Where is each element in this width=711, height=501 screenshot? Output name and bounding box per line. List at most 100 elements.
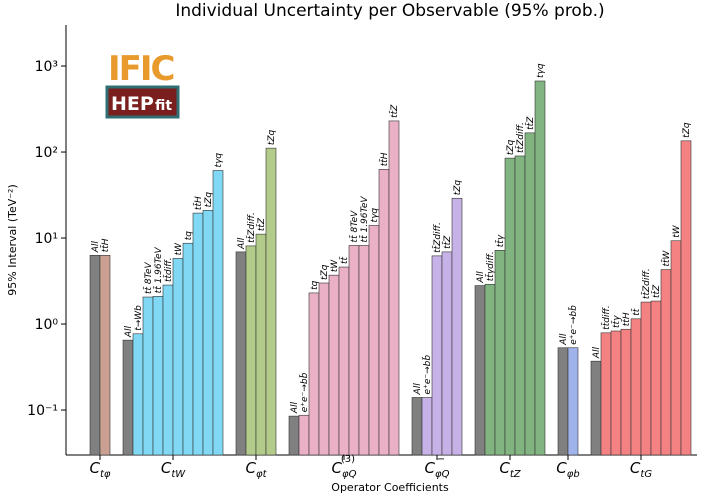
bar	[680, 140, 692, 456]
bar	[441, 251, 453, 456]
bar	[162, 284, 174, 456]
bar-label: tt̄γdiff.	[484, 251, 496, 281]
bar-label: All	[476, 271, 486, 284]
bar-label: tt̄Z	[441, 235, 453, 249]
group-label: Ctφ	[89, 459, 110, 480]
group-symbol: C	[556, 459, 567, 477]
bar-label: tW	[672, 224, 682, 238]
logo-box	[105, 85, 180, 119]
bar-label: tZq	[204, 192, 214, 208]
bar-label: tγq	[214, 153, 224, 168]
bar	[182, 242, 194, 456]
bar	[358, 245, 370, 456]
bar	[338, 266, 350, 456]
bar-label: tt̄Z	[650, 284, 662, 298]
bar-label: tq	[310, 280, 320, 290]
bar-label: tt̄ 1.96TeV	[358, 196, 370, 243]
bar-label: tW	[330, 259, 340, 273]
y-tick-label: 10³	[35, 59, 58, 75]
bar-label: All	[413, 383, 423, 396]
bar	[255, 233, 267, 456]
bar	[348, 245, 360, 456]
bar-label: tt̄Zdiff.	[431, 222, 443, 253]
logo-fit: fit	[155, 98, 172, 114]
bar-label: All	[91, 241, 101, 254]
bar	[524, 132, 536, 456]
group-symbol: C	[89, 459, 100, 477]
bar	[451, 197, 463, 456]
group-symbol: C	[425, 459, 436, 477]
bar	[421, 397, 433, 456]
bar	[600, 332, 612, 456]
bar	[202, 210, 214, 456]
bar-label: tZq	[320, 264, 330, 280]
bar	[650, 300, 662, 456]
bar	[431, 255, 443, 456]
bar-label: tt̄H	[192, 196, 204, 210]
bar	[620, 328, 632, 456]
bar-label: tt̄γ	[494, 234, 506, 247]
y-axis-label: 95% Interval (TeV⁻²)	[6, 184, 19, 296]
group-sub: φb	[567, 469, 580, 480]
bar	[318, 282, 330, 456]
bar-label: tt̄W	[660, 249, 672, 266]
bar-label: tt̄H	[99, 238, 111, 252]
bar	[212, 170, 224, 456]
bar-label: All	[237, 237, 247, 250]
bar	[132, 333, 144, 456]
bar	[142, 296, 154, 456]
bar-label: tZq	[453, 180, 463, 196]
group-sub: tG	[640, 469, 652, 480]
y-tick-label: 10²	[35, 145, 58, 161]
x-axis-label: Operator Coefficients	[331, 481, 449, 494]
bar-label: tZq	[267, 129, 277, 145]
bar-label: tt̄Z	[388, 104, 400, 118]
bar	[610, 330, 622, 456]
group-sup: (3)	[341, 454, 355, 465]
bar-label: tt̄	[338, 256, 350, 264]
bar	[288, 415, 300, 456]
logo: IFIC HEP fit	[105, 49, 180, 119]
bar	[388, 120, 400, 456]
group-label: CtG	[630, 459, 652, 480]
bar	[245, 245, 257, 456]
bar	[484, 283, 496, 456]
bar	[670, 240, 682, 456]
logo-ific: IFIC	[108, 49, 174, 89]
group-label: Cφt	[245, 459, 267, 480]
group-sub: φQ	[342, 469, 357, 480]
bar	[378, 168, 390, 456]
bar	[630, 318, 642, 456]
bar	[640, 301, 652, 456]
bar-label: tt̄H	[378, 152, 390, 166]
y-tick-label: 10¹	[35, 231, 58, 247]
logo-hep: HEP	[111, 93, 154, 115]
bar-label: e⁺e⁻→bb̄	[567, 305, 579, 345]
bar	[235, 251, 247, 456]
bar	[660, 269, 672, 456]
bar-label: tt̄ 1.96TeV	[152, 246, 164, 293]
bar-label: tt̄H	[620, 312, 632, 326]
bar-label: tt̄diff.	[162, 257, 174, 282]
bar	[474, 285, 486, 456]
bar-label: tt̄γ	[610, 315, 622, 328]
bar	[172, 258, 184, 456]
bar-label: tγq	[536, 63, 546, 78]
bar-label: tt̄Zdiff.	[640, 268, 652, 299]
bar-label: tt̄ 8TeV	[348, 210, 360, 243]
bar	[514, 155, 526, 456]
bar-label: tq	[184, 231, 194, 241]
bar	[298, 414, 310, 456]
bar-label: e⁺e⁻→bb̄	[421, 355, 433, 395]
chart-title: Individual Uncertainty per Observable (9…	[175, 1, 604, 21]
bar-label: All	[592, 347, 602, 360]
bar	[122, 339, 134, 456]
group-label: CφQ (3)	[332, 454, 357, 480]
bar-label: tW	[174, 242, 184, 256]
bar-label: tZq	[506, 139, 516, 155]
bar	[192, 212, 204, 456]
bar	[504, 157, 516, 456]
group-label: CtZ	[499, 459, 521, 480]
group-label: CtW	[161, 459, 186, 480]
